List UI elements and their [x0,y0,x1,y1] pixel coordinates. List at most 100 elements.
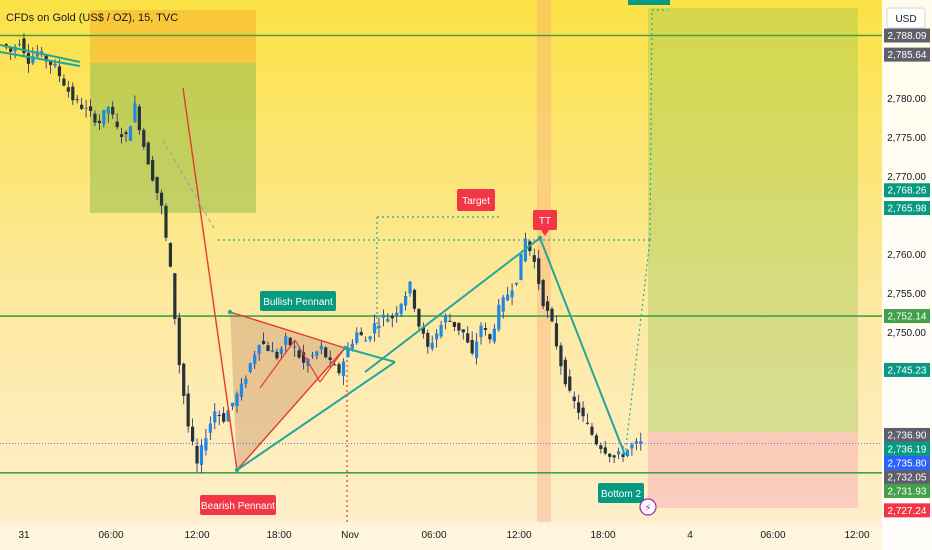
x-tick-label: 06:00 [760,530,785,541]
price-label-badge [884,427,930,442]
candle-body [253,354,257,365]
candle-body [412,289,417,309]
candle-body [470,340,474,354]
long-stop-box [648,432,858,508]
candle-body [634,441,638,444]
currency-button-label: USD [895,14,916,25]
price-label-badge [884,28,930,43]
pennant-inner-line[interactable] [294,339,321,383]
pennant-inner-line[interactable] [319,347,346,383]
candle-body [261,340,266,344]
time-highlight [537,0,551,522]
pivot-point[interactable] [234,467,240,473]
x-tick-label: 12:00 [506,530,531,541]
candle-body [111,106,115,115]
pivot-point[interactable] [227,309,233,315]
price-label-text: 2,732.05 [888,472,927,483]
x-tick-label: 31 [18,530,30,541]
bullish-pennant-label[interactable]: Bullish Pennant [260,291,336,311]
wedge-line[interactable] [0,51,81,67]
candle-body [284,336,288,345]
candle-body [62,78,66,86]
candle-body [293,346,297,348]
target-label[interactable]: Target [457,189,495,211]
candle-body [279,348,283,354]
candle-body [625,449,630,457]
bearish-projection-line[interactable] [162,139,216,231]
wedge-line[interactable] [0,44,81,63]
candle-body [608,453,612,457]
pennant-upper-line[interactable] [229,311,346,349]
price-label-badge [884,469,930,484]
candle-body [106,106,110,114]
candle-body [133,103,137,122]
x-tick-label: 06:00 [98,530,123,541]
price-label-text: 2,727.24 [888,506,927,517]
lightning-glyph: ⚡ [644,503,651,514]
candle-body [102,109,106,125]
candle-body [97,120,102,124]
candle-body [621,454,625,457]
candle-body [217,414,221,416]
candle-body [452,321,457,327]
candle-body [439,324,443,337]
price-label-text: 2,735.80 [888,458,927,469]
candle-body [612,455,616,458]
candle-body [186,393,190,427]
candle-body [239,383,244,397]
tt-label[interactable]: TT [533,210,557,236]
bullish-breakout-line[interactable] [236,361,396,471]
y-tick-label: 2,780.00 [887,94,926,105]
candle-body [53,63,57,66]
candle-body [332,364,337,366]
candle-body [399,303,403,314]
candle-body [182,363,186,396]
candle-body [119,134,124,137]
projection-dotted-line[interactable] [649,9,653,241]
candle-body [137,106,141,131]
candle-body [421,326,425,334]
candle-body [66,87,70,92]
lightning-icon[interactable]: ⚡ [639,498,657,516]
projection-dotted-line[interactable] [624,239,651,456]
bearish-pennant-label[interactable]: Bearish Pennant [200,495,276,515]
candle-body [297,350,301,358]
candle-body [173,273,177,319]
pennant-tip-line[interactable] [344,347,396,363]
x-tick-label: 4 [687,530,693,541]
pennant-inner-line[interactable] [259,339,296,389]
target-zone-box [90,63,256,213]
candle-body [213,411,217,423]
pivot-point[interactable] [537,235,543,241]
x-tick-label: 12:00 [844,530,869,541]
candle-body [630,444,634,449]
bottom2-label[interactable]: Bottom 2 [598,483,644,503]
price-label-badge [884,362,930,377]
price-label-text: 2,736.19 [888,444,927,455]
bearish-drop-line[interactable] [182,87,238,471]
price-label-badge [884,455,930,470]
rally-line[interactable] [364,237,541,373]
price-label-badge [884,47,930,62]
pivot-point[interactable] [342,345,348,351]
candle-body [554,323,559,347]
candle-body [270,350,275,352]
price-label-text: 2,752.14 [888,312,927,323]
candle-body [541,280,545,307]
candle-body [208,423,212,433]
pennant-lower-line[interactable] [236,347,346,471]
candle-body [581,407,585,417]
candle-body [466,333,470,343]
decline-line[interactable] [539,237,626,456]
candle-body [386,318,390,322]
price-label-badge [884,483,930,498]
currency-button[interactable]: USD [886,7,926,29]
price-label-text: 2,768.26 [888,186,927,197]
candle-body [341,361,346,376]
candle-body [594,435,599,445]
candle-body [168,243,173,267]
target-text: Target [462,196,490,207]
candle-body [324,347,328,358]
